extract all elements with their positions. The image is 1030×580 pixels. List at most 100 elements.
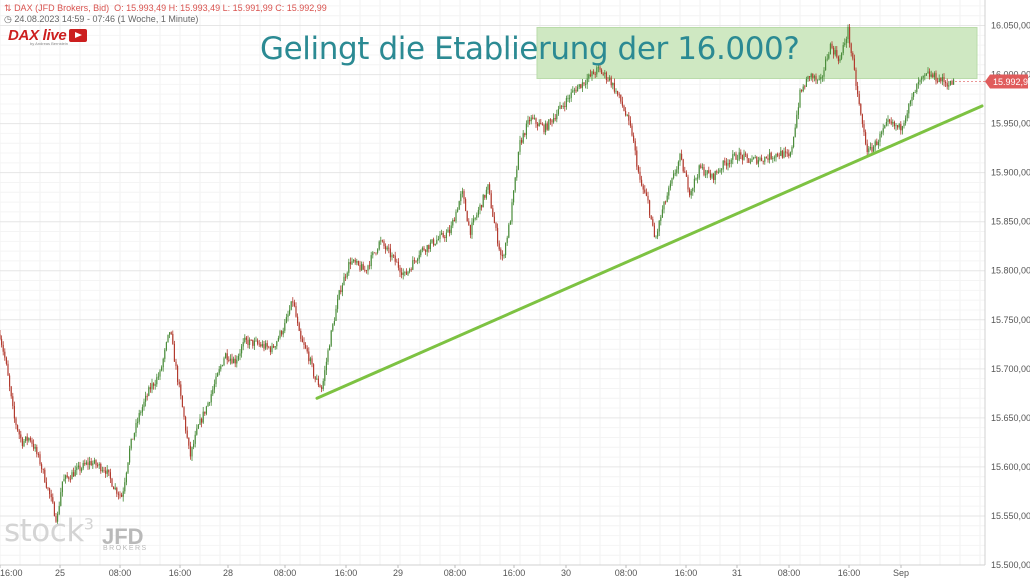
candle-body (740, 152, 742, 156)
candle-body (369, 265, 371, 267)
candle-body (127, 462, 129, 473)
candle-body (893, 122, 895, 127)
candle-body (196, 428, 198, 435)
candle-body (465, 199, 467, 212)
candle-body (346, 272, 348, 278)
candle-body (828, 54, 830, 59)
candle-body (492, 208, 494, 217)
candle-body (26, 436, 28, 441)
candle-body (279, 331, 281, 338)
candle-body (634, 141, 636, 151)
candle-body (569, 97, 571, 99)
candle-body (925, 73, 927, 76)
trendline-layer (315, 104, 984, 400)
candle-body (693, 178, 695, 188)
candle-body (84, 463, 86, 465)
candle-body (735, 153, 737, 160)
candle-body (540, 122, 542, 125)
candle-body (15, 418, 17, 426)
candle-body (549, 119, 551, 121)
candle-body (473, 218, 475, 223)
candle-body (225, 353, 227, 359)
candle-body (329, 345, 331, 351)
candle-body (418, 255, 420, 260)
candle-body (301, 338, 303, 343)
candle-body (858, 93, 860, 104)
candle-body (141, 407, 143, 413)
candle-body (31, 440, 33, 444)
candle-body (143, 401, 145, 408)
candle-body (234, 358, 236, 364)
candle-body (661, 209, 663, 218)
candle-body (589, 74, 591, 77)
candle-body (450, 225, 452, 234)
candle-body (668, 187, 670, 196)
candle-body (476, 215, 478, 218)
candle-body (775, 153, 777, 158)
candle-body (274, 346, 276, 348)
candle-body (319, 385, 321, 388)
candle-body (900, 124, 902, 131)
chart-header-period: ◷ 24.08.2023 14:59 - 07:46 (1 Woche, 1 M… (4, 14, 198, 25)
candle-body (37, 454, 39, 455)
candle-body (47, 487, 49, 489)
candle-body (226, 353, 228, 361)
candle-body (252, 339, 254, 346)
candle-body (543, 124, 545, 133)
candle-body (932, 74, 934, 78)
candle-body (447, 229, 449, 233)
candle-body (273, 345, 275, 348)
candle-body (338, 290, 340, 300)
candle-body (189, 445, 191, 457)
watermark-jfd: JFD (102, 524, 144, 549)
candle-body (444, 236, 446, 239)
candle-body (831, 43, 833, 48)
candle-body (261, 344, 263, 347)
candle-body (140, 412, 142, 414)
candle-body (839, 58, 841, 62)
candle-body (953, 79, 955, 85)
candle-body (650, 215, 652, 220)
candle-body (524, 133, 526, 136)
candle-body (253, 340, 255, 346)
candle-body (869, 147, 871, 149)
candle-body (266, 343, 268, 347)
candle-body (586, 78, 588, 85)
candle-body (220, 366, 222, 370)
candle-body (241, 346, 243, 354)
candle-body (79, 465, 81, 471)
candle-body (629, 120, 631, 126)
candle-body (914, 92, 916, 93)
candle-body (348, 262, 350, 273)
candle-body (514, 177, 516, 191)
candle-body (484, 194, 486, 198)
candle-body (367, 265, 369, 271)
candle-body (847, 26, 849, 40)
candle-body (44, 469, 46, 483)
candle-body (580, 84, 582, 88)
candle-body (621, 101, 623, 106)
x-tick-label: 16:00 (675, 568, 698, 578)
candle-body (949, 80, 951, 86)
candle-body (13, 406, 15, 419)
candle-body (287, 314, 289, 318)
candle-body (625, 110, 627, 116)
candle-body (817, 79, 819, 81)
candle-body (170, 332, 172, 334)
x-tick-label: 16:00 (0, 568, 23, 578)
candle-body (807, 76, 809, 79)
candle-body (98, 463, 100, 466)
candle-body (167, 334, 169, 343)
candle-body (541, 124, 543, 126)
candle-body (842, 45, 844, 54)
candle-body (917, 82, 919, 84)
candle-body (308, 351, 310, 362)
candle-body (343, 276, 345, 286)
candle-body (433, 239, 435, 246)
candle-body (45, 482, 47, 488)
candle-body (36, 447, 38, 455)
candle-body (305, 344, 307, 349)
candle-body (525, 123, 527, 136)
candle-body (156, 377, 158, 385)
